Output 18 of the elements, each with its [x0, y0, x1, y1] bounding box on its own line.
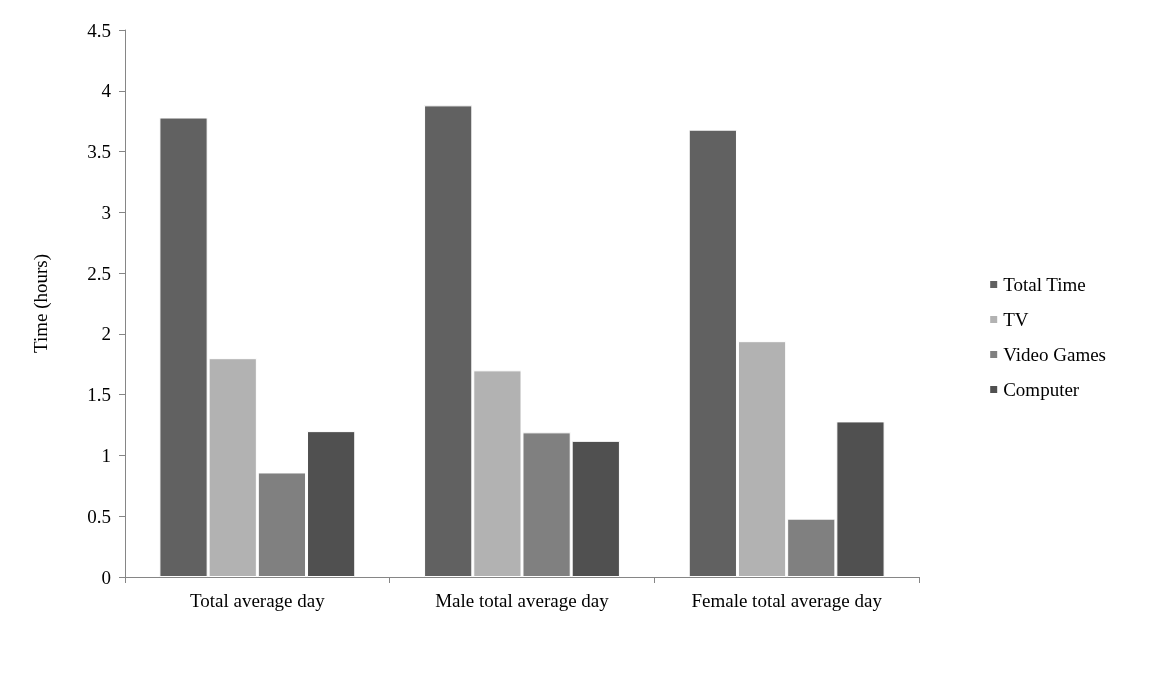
x-tick-label: Male total average day — [435, 590, 610, 611]
legend-label: Total Time — [1003, 274, 1086, 295]
x-tick-label: Total average day — [189, 590, 326, 611]
legend-label: Computer — [1003, 379, 1080, 400]
y-tick-label: 1.5 — [87, 384, 111, 406]
y-tick-label: 1 — [101, 444, 111, 466]
y-axis-title: Time (hours) — [30, 253, 52, 354]
y-tick-label: 3.5 — [87, 141, 111, 163]
y-tick-label: 0 — [101, 566, 111, 588]
x-tick-label: Female total average day — [691, 590, 883, 611]
legend-label: Video Games — [1003, 344, 1107, 365]
y-tick-label: 4 — [101, 80, 112, 102]
legend-label: TV — [1003, 309, 1029, 330]
y-tick-label: 2 — [101, 323, 111, 345]
y-tick-label: 3 — [101, 201, 111, 223]
y-tick-label: 4.5 — [87, 19, 111, 41]
y-tick-label: 0.5 — [87, 505, 111, 527]
y-tick-label: 2.5 — [87, 262, 111, 284]
